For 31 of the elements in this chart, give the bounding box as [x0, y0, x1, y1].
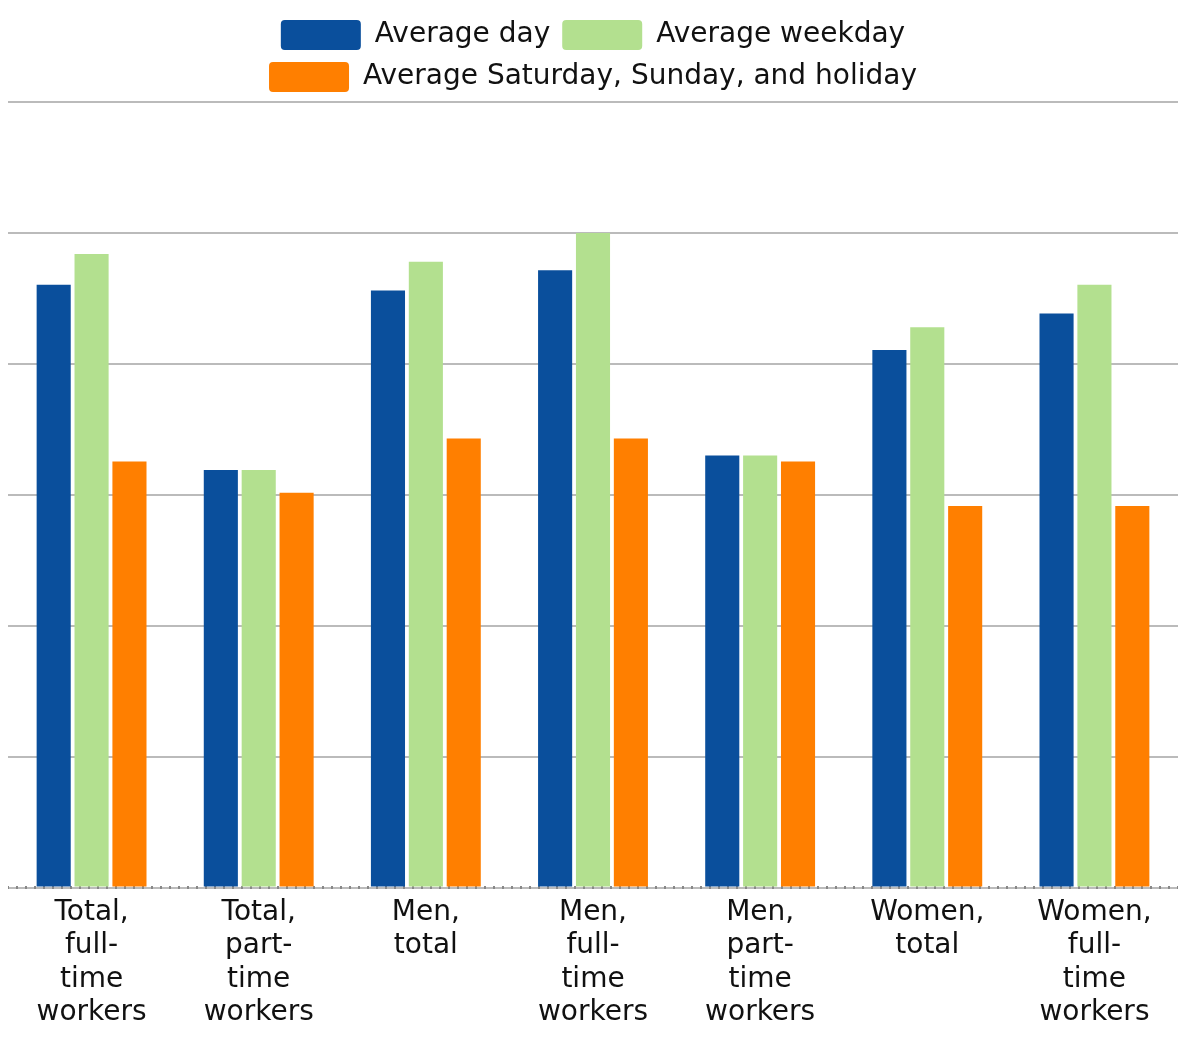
- legend-label: Average weekday: [656, 16, 906, 50]
- bar: [872, 350, 907, 887]
- bar: [743, 455, 778, 887]
- bar: [446, 438, 481, 887]
- bar: [780, 461, 816, 887]
- bar: [408, 261, 443, 887]
- bar: [948, 505, 983, 887]
- bar: [613, 438, 648, 887]
- bar: [279, 492, 314, 887]
- bar: [203, 469, 238, 887]
- legend-label: Average Saturday, Sunday, and holiday: [363, 58, 917, 92]
- x-tick-label: Men, part-time workers: [705, 893, 816, 1028]
- bar: [705, 455, 740, 887]
- bar: [538, 270, 573, 887]
- bar: [36, 284, 71, 887]
- bar: [1077, 284, 1112, 887]
- x-tick-label: Total, full-time workers: [36, 893, 147, 1028]
- legend-label: Average day: [374, 16, 551, 50]
- x-tick-label: Men, total: [391, 893, 460, 961]
- bar: [1039, 313, 1074, 887]
- bar: [1115, 505, 1150, 887]
- bar: [370, 290, 406, 887]
- bar: [241, 469, 276, 887]
- x-tick-label: Women, full-time workers: [1037, 893, 1152, 1028]
- bar: [575, 232, 611, 887]
- bar: [112, 461, 147, 887]
- x-tick-label: Men, full-time workers: [537, 893, 649, 1028]
- bar: [910, 327, 945, 887]
- x-tick-label: Women, total: [870, 893, 985, 961]
- x-tick-label: Total, part-time workers: [203, 893, 314, 1028]
- bar: [74, 253, 109, 887]
